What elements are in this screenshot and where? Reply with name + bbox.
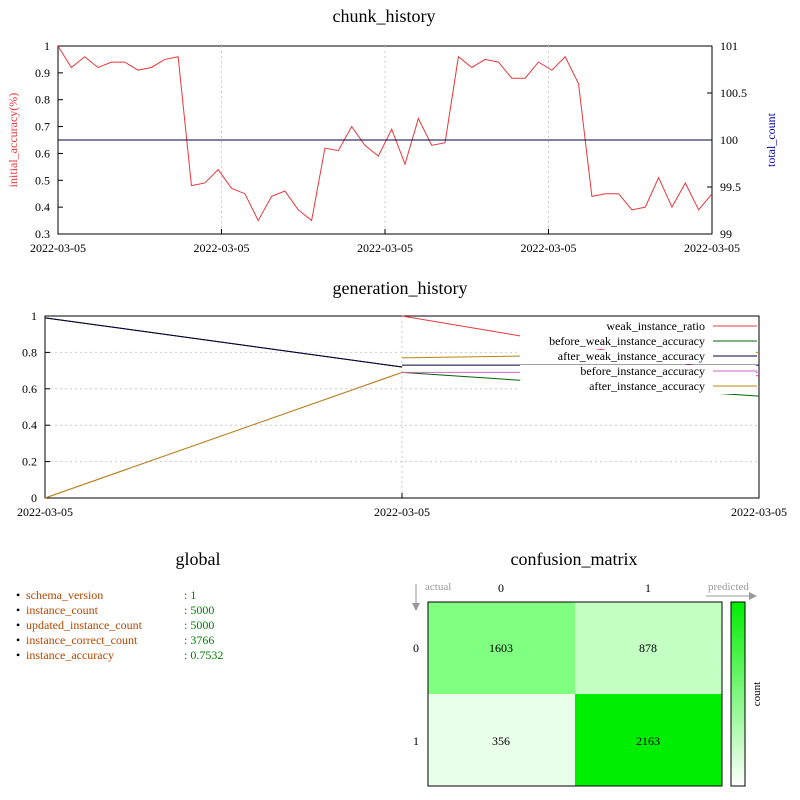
y-tick-label: 0 bbox=[31, 491, 37, 505]
x-tick-label: 2022-03-05 bbox=[357, 241, 413, 255]
x-tick-label: 2022-03-05 bbox=[731, 505, 787, 519]
col-label-1: 1 bbox=[645, 581, 651, 595]
bullet-icon: • bbox=[16, 588, 21, 602]
y-tick-label-left: 0.3 bbox=[35, 227, 50, 241]
y-tick-label-right: 100.5 bbox=[720, 86, 747, 100]
y-tick-label: 0.6 bbox=[22, 382, 37, 396]
global-value: : 1 bbox=[184, 588, 197, 602]
global-key: instance_correct_count bbox=[26, 633, 138, 647]
cell-0-1 bbox=[575, 602, 722, 694]
y-tick-label-right: 100 bbox=[720, 133, 738, 147]
legend-bg bbox=[520, 350, 756, 364]
matrix-frame bbox=[427, 601, 723, 787]
x-tick-label: 2022-03-05 bbox=[374, 505, 430, 519]
cell-value-1-0: 356 bbox=[492, 734, 510, 748]
x-tick-label: 2022-03-05 bbox=[684, 241, 740, 255]
y-tick-label: 0.8 bbox=[22, 345, 37, 359]
y-tick-label-left: 1 bbox=[44, 39, 50, 53]
chunk-history-ylabel-left: initial_accuracy(%) bbox=[6, 93, 20, 188]
chunk-history-chart: chunk_history 0.3 0.4 0.5 0.6 0.7 0.8 0.9 1 99 99… bbox=[6, 6, 778, 255]
y-tick-label-left: 0.7 bbox=[35, 120, 50, 134]
x-tick-label: 2022-03-05 bbox=[194, 241, 250, 255]
y-tick-label: 1 bbox=[31, 309, 37, 323]
cell-value-1-1: 2163 bbox=[636, 734, 660, 748]
col-label-0: 0 bbox=[498, 581, 504, 595]
series-after-instance-accuracy bbox=[44, 371, 403, 499]
row-label-0: 0 bbox=[413, 641, 419, 655]
legend-bg bbox=[520, 380, 756, 394]
predicted-label: predicted bbox=[708, 581, 749, 593]
y-tick-label-right: 99.5 bbox=[720, 180, 741, 194]
confusion-matrix-title: confusion_matrix bbox=[511, 549, 638, 569]
legend-bg bbox=[520, 320, 756, 334]
x-tick-label: 2022-03-05 bbox=[521, 241, 577, 255]
cell-1-1 bbox=[575, 694, 722, 786]
global-value: : 5000 bbox=[184, 603, 215, 617]
y-tick-label: 0.2 bbox=[22, 455, 37, 469]
y-tick-label-left: 0.9 bbox=[35, 66, 50, 80]
bullet-icon: • bbox=[16, 603, 21, 617]
cell-value-0-1: 878 bbox=[639, 641, 657, 655]
global-value: : 0.7532 bbox=[184, 648, 224, 662]
y-tick-label-right: 99 bbox=[720, 227, 732, 241]
cell-0-0 bbox=[428, 602, 575, 694]
color-bar-label: count bbox=[751, 682, 763, 706]
bullet-icon: • bbox=[16, 648, 21, 662]
y-tick-label-left: 0.4 bbox=[35, 200, 50, 214]
generation-history-chart: generation_history 0 0.2 0.4 0.6 0.8 1 2022-03… bbox=[17, 278, 787, 519]
global-key: instance_count bbox=[26, 603, 98, 617]
x-tick-label: 2022-03-05 bbox=[17, 505, 73, 519]
legend-label: after_weak_instance_accuracy bbox=[558, 349, 705, 363]
global-value: : 5000 bbox=[184, 618, 215, 632]
y-tick-label-left: 0.5 bbox=[35, 173, 50, 187]
color-bar bbox=[730, 601, 746, 787]
x-tick-label: 2022-03-05 bbox=[30, 241, 86, 255]
global-key: instance_accuracy bbox=[26, 648, 114, 662]
y-tick-label: 0.4 bbox=[22, 418, 37, 432]
y-tick-label-left: 0.8 bbox=[35, 93, 50, 107]
chunk-history-title: chunk_history bbox=[333, 6, 436, 26]
cell-1-0 bbox=[428, 694, 575, 786]
legend-label: weak_instance_ratio bbox=[606, 319, 705, 333]
global-title: global bbox=[176, 549, 221, 569]
global-key: updated_instance_count bbox=[26, 618, 142, 632]
series-initial-accuracy bbox=[57, 45, 713, 222]
chunk-history-ylabel-right: total_count bbox=[764, 112, 778, 167]
cell-value-0-0: 1603 bbox=[489, 641, 513, 655]
legend-label: after_instance_accuracy bbox=[589, 379, 705, 393]
y-tick-label-left: 0.6 bbox=[35, 146, 50, 160]
legend-bg bbox=[520, 335, 756, 349]
confusion-matrix: confusion_matrix actual predicted 0 1 0 … bbox=[412, 549, 763, 787]
actual-arrow-icon bbox=[412, 603, 420, 611]
generation-history-title: generation_history bbox=[333, 278, 468, 298]
global-key: schema_version bbox=[26, 588, 104, 602]
bullet-icon: • bbox=[16, 618, 21, 632]
row-label-1: 1 bbox=[413, 734, 419, 748]
legend-label: before_weak_instance_accuracy bbox=[549, 334, 705, 348]
series-after-weak-instance-accuracy bbox=[44, 317, 403, 368]
legend-bg bbox=[520, 365, 756, 379]
global-value: : 3766 bbox=[184, 633, 215, 647]
bullet-icon: • bbox=[16, 633, 21, 647]
actual-label: actual bbox=[425, 581, 451, 593]
legend-label: before_instance_accuracy bbox=[580, 364, 705, 378]
predicted-arrow-icon bbox=[749, 592, 757, 600]
y-tick-label-right: 101 bbox=[720, 39, 738, 53]
